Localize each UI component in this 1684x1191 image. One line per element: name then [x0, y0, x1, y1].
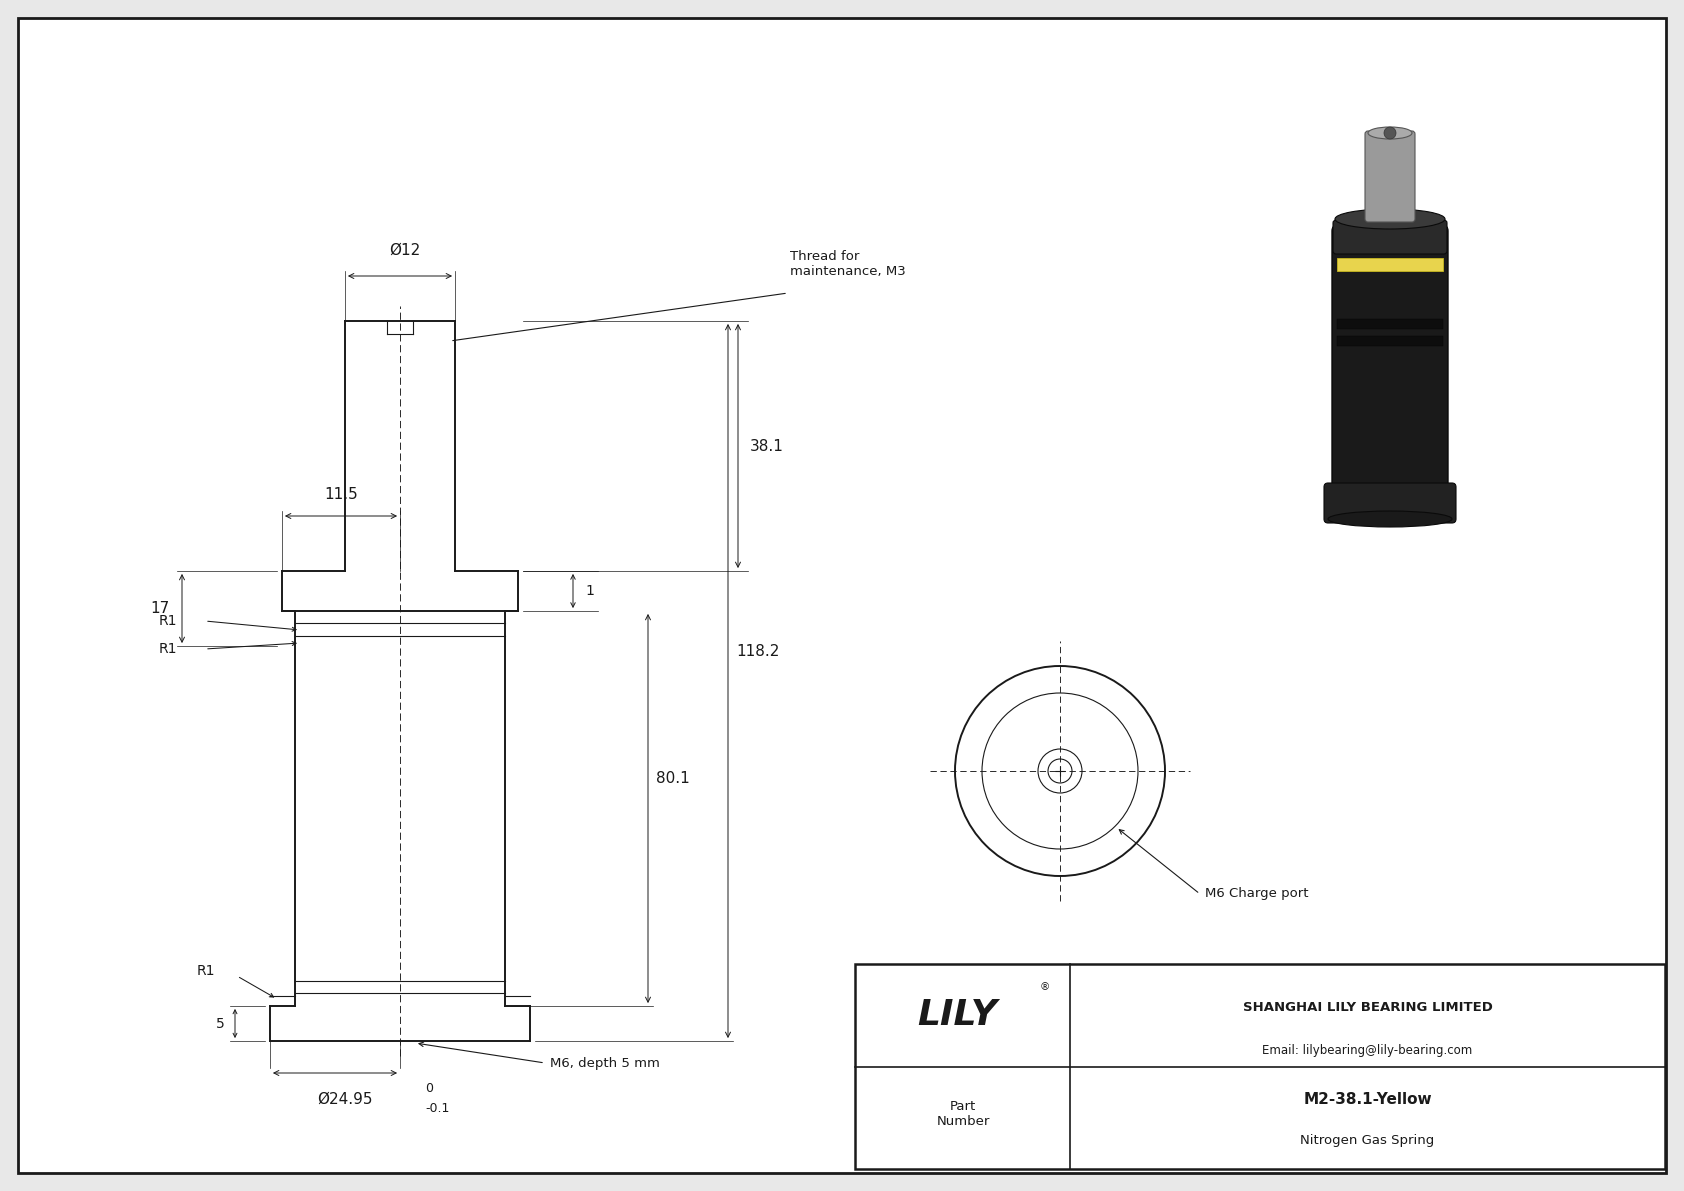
- FancyBboxPatch shape: [1366, 131, 1415, 222]
- Text: 80.1: 80.1: [657, 771, 690, 786]
- Text: 17: 17: [152, 601, 170, 616]
- Text: Thread for
maintenance, M3: Thread for maintenance, M3: [790, 250, 906, 278]
- Text: Ø12: Ø12: [389, 243, 421, 258]
- Text: M6 Charge port: M6 Charge port: [1206, 887, 1308, 900]
- Text: 1: 1: [584, 584, 594, 598]
- FancyBboxPatch shape: [1334, 220, 1447, 254]
- Text: R1: R1: [158, 615, 177, 628]
- Text: ®: ®: [1041, 983, 1051, 992]
- Text: -0.1: -0.1: [424, 1102, 450, 1115]
- Text: 0: 0: [424, 1081, 433, 1095]
- FancyBboxPatch shape: [855, 964, 1665, 1170]
- Text: Nitrogen Gas Spring: Nitrogen Gas Spring: [1300, 1134, 1435, 1147]
- Text: M6, depth 5 mm: M6, depth 5 mm: [551, 1056, 660, 1070]
- Ellipse shape: [1329, 511, 1452, 526]
- Circle shape: [1384, 127, 1396, 139]
- FancyBboxPatch shape: [1324, 484, 1457, 523]
- Ellipse shape: [1339, 220, 1442, 242]
- Text: R1: R1: [158, 642, 177, 656]
- Text: 38.1: 38.1: [749, 438, 783, 454]
- Text: Email: lilybearing@lily-bearing.com: Email: lilybearing@lily-bearing.com: [1263, 1043, 1472, 1056]
- FancyBboxPatch shape: [1337, 258, 1443, 272]
- FancyBboxPatch shape: [1337, 336, 1443, 347]
- Text: 118.2: 118.2: [736, 643, 780, 659]
- Text: LILY: LILY: [918, 998, 997, 1033]
- Text: M2-38.1-Yellow: M2-38.1-Yellow: [1303, 1092, 1431, 1106]
- Ellipse shape: [1367, 127, 1411, 139]
- Text: 5: 5: [216, 1016, 226, 1030]
- FancyBboxPatch shape: [1332, 225, 1448, 497]
- FancyBboxPatch shape: [1337, 319, 1443, 329]
- Text: Part
Number: Part Number: [936, 1099, 990, 1128]
- Text: 11.5: 11.5: [323, 487, 359, 501]
- Text: R1: R1: [197, 964, 216, 978]
- Text: SHANGHAI LILY BEARING LIMITED: SHANGHAI LILY BEARING LIMITED: [1243, 1000, 1492, 1014]
- Ellipse shape: [1335, 208, 1445, 229]
- Text: Ø24.95: Ø24.95: [317, 1091, 372, 1106]
- FancyBboxPatch shape: [19, 18, 1665, 1173]
